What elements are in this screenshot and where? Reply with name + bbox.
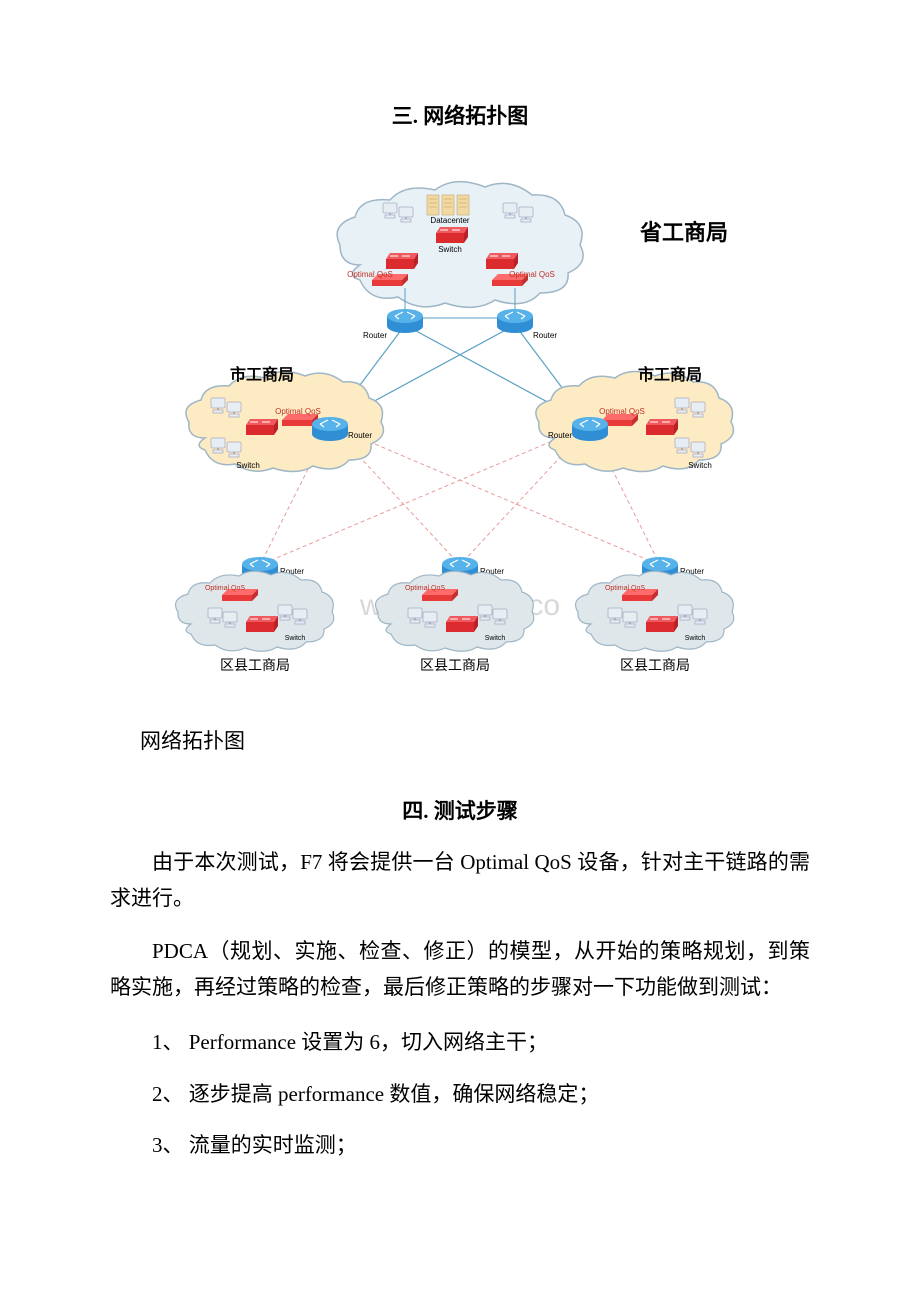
switch-label: Switch (285, 635, 306, 642)
switch-label: Switch (685, 635, 706, 642)
diagram-caption: 网络拓扑图 (140, 725, 810, 755)
document-page: 三. 网络拓扑图 (0, 0, 920, 1239)
switch-label: Switch (485, 635, 506, 642)
step-1: 1、 Performance 设置为 6，切入网络主干； (110, 1024, 810, 1062)
qos-label: Optimal QoS (509, 270, 555, 279)
datacenter-label: Datacenter (430, 216, 469, 225)
network-topology-diagram: Datacenter Switch Optimal QoS Optimal Qo… (110, 170, 810, 695)
router-label: Router (533, 331, 557, 340)
qos-label: Optimal QoS (275, 407, 321, 416)
paragraph-1: 由于本次测试，F7 将会提供一台 Optimal QoS 设备，针对主干链路的需… (110, 845, 810, 916)
step-3: 3、 流量的实时监测； (110, 1127, 810, 1165)
city-right-label: 市工商局 (638, 365, 702, 384)
section-3-title: 三. 网络拓扑图 (110, 100, 810, 130)
topology-svg: Datacenter Switch Optimal QoS Optimal Qo… (170, 170, 750, 690)
router-label: Router (548, 431, 572, 440)
qos-label: Optimal QoS (599, 407, 645, 416)
county-left-label: 区县工商局 (220, 657, 290, 673)
province-label: 省工商局 (639, 220, 728, 245)
paragraph-2: PDCA（规划、实施、检查、修正）的模型，从开始的策略规划，到策略实施，再经过策… (110, 934, 810, 1005)
qos-label: Optimal QoS (205, 585, 245, 592)
qos-label: Optimal QoS (605, 585, 645, 592)
switch-label: Switch (438, 245, 462, 254)
section-4-title: 四. 测试步骤 (110, 795, 810, 825)
county-right-label: 区县工商局 (620, 657, 690, 673)
router-label: Router (348, 431, 372, 440)
qos-label: Optimal QoS (405, 585, 445, 592)
switch-label: Switch (688, 461, 712, 470)
city-left-label: 市工商局 (230, 365, 294, 384)
county-mid-label: 区县工商局 (420, 657, 490, 673)
switch-label: Switch (236, 461, 260, 470)
step-2: 2、 逐步提高 performance 数值，确保网络稳定； (110, 1076, 810, 1114)
router-label: Router (363, 331, 387, 340)
qos-label: Optimal QoS (347, 270, 393, 279)
